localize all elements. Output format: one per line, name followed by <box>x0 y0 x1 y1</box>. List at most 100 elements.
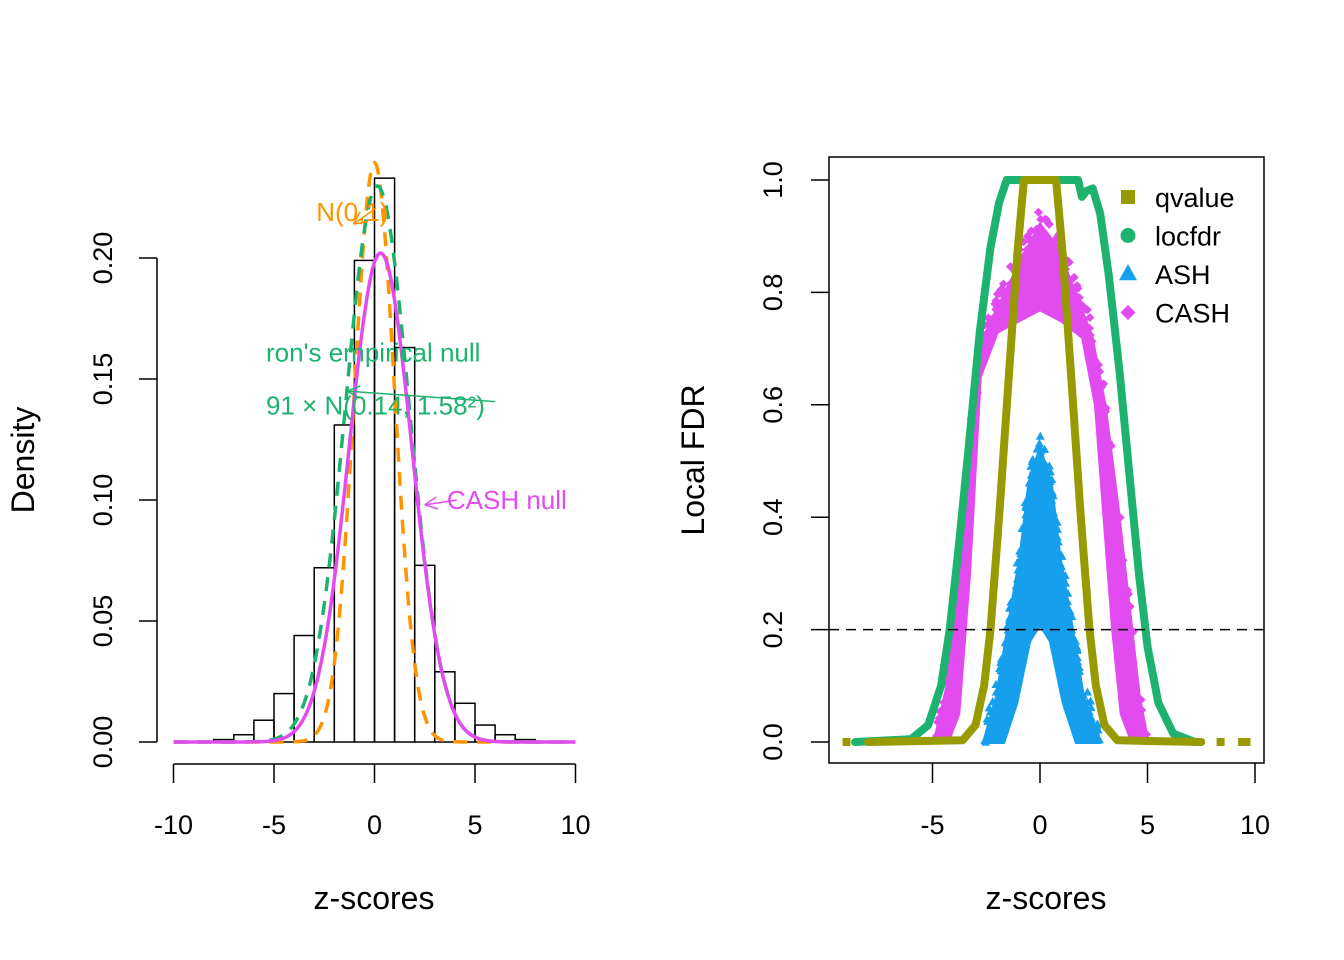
x-axis: -10 -5 0 5 10 <box>154 763 591 840</box>
data-point <box>982 328 992 338</box>
annotations: N(0,1) ron's empirical null 91 × N(0.14, 1… <box>266 197 567 515</box>
density-curves <box>173 160 576 744</box>
data-point <box>1044 461 1054 470</box>
data-point <box>1137 720 1147 730</box>
data-point <box>1017 523 1027 532</box>
data-point <box>995 310 1005 320</box>
fdr-curve <box>851 176 1199 746</box>
data-point <box>997 672 1007 681</box>
data-point <box>991 296 1001 306</box>
data-point <box>985 707 995 716</box>
data-point <box>1004 603 1014 612</box>
data-point <box>1082 305 1092 315</box>
data-point <box>1011 587 1021 597</box>
data-point <box>987 716 997 725</box>
annotation-label: 91 × N(0.14, 1.58²) <box>266 391 485 421</box>
x-axis: -5 0 5 10 <box>920 763 1270 840</box>
data-point <box>1077 693 1087 702</box>
data-point <box>1068 632 1078 642</box>
y-tick-label: 0.15 <box>88 353 118 406</box>
annotation-arrow <box>347 390 496 403</box>
data-point <box>1011 581 1021 590</box>
data-point <box>1052 517 1062 526</box>
data-point <box>983 313 993 323</box>
data-point <box>1031 224 1041 234</box>
data-point <box>935 706 945 716</box>
data-point <box>991 679 1001 688</box>
data-point <box>1053 537 1063 546</box>
data-point <box>1035 431 1045 440</box>
data-point <box>998 279 1008 289</box>
data-point <box>1123 589 1133 599</box>
legend-label: qvalue <box>1155 183 1235 213</box>
data-point <box>1115 513 1125 523</box>
density-curve-cash <box>173 251 576 744</box>
x-axis-title: z-scores <box>986 880 1107 916</box>
y-tick-label: 0.6 <box>758 386 788 424</box>
data-point <box>1075 666 1085 675</box>
data-point <box>1065 622 1075 631</box>
y-tick-label: 0.10 <box>88 474 118 527</box>
data-point <box>1092 368 1102 378</box>
data-point <box>1086 702 1096 711</box>
arrow-head <box>424 504 439 510</box>
data-point <box>980 735 990 744</box>
data-point <box>991 687 1001 696</box>
arrow-head <box>347 385 361 392</box>
x-axis-title: z-scores <box>314 880 435 916</box>
x-tick-label: 10 <box>560 810 590 840</box>
legend-item-qvalue: qvalue <box>1121 183 1235 213</box>
y-tick-label: 0.8 <box>758 274 788 312</box>
triangle-marker-icon <box>1119 264 1137 281</box>
data-point <box>1137 705 1147 715</box>
square-marker-icon <box>1121 190 1135 204</box>
data-point <box>1022 495 1032 504</box>
data-point <box>1142 729 1152 739</box>
legend: qvalue locfdr ASH CASH <box>1119 183 1235 329</box>
data-point <box>1036 446 1046 455</box>
data-point <box>1053 524 1063 533</box>
data-point <box>1005 612 1015 621</box>
data-point <box>1055 558 1065 567</box>
y-tick-label: 0.2 <box>758 611 788 649</box>
data-point <box>1061 578 1071 587</box>
y-tick-label: 0.0 <box>758 723 788 761</box>
data-point <box>1087 336 1097 346</box>
data-point <box>1106 441 1116 451</box>
data-point <box>1072 281 1082 291</box>
data-point <box>1015 554 1025 563</box>
x-tick-label: 0 <box>367 810 382 840</box>
data-point <box>1043 481 1053 491</box>
data-point <box>991 304 1001 314</box>
data-point <box>1125 601 1135 611</box>
data-point <box>1021 510 1031 519</box>
data-point <box>1012 558 1022 567</box>
histogram-bar <box>393 346 416 743</box>
curve-series-qvalue <box>842 176 1251 746</box>
data-point <box>1042 215 1052 225</box>
data-point <box>1036 214 1046 224</box>
data-point <box>1085 330 1095 340</box>
data-point <box>1071 655 1081 664</box>
data-point <box>1000 638 1010 647</box>
plot-area <box>829 176 1264 746</box>
data-point <box>1067 612 1077 621</box>
x-tick-label: 0 <box>1032 810 1047 840</box>
data-point <box>1084 707 1094 716</box>
data-point <box>1014 570 1024 579</box>
data-point <box>1242 738 1251 746</box>
data-point <box>1026 461 1036 470</box>
arrow-head <box>424 496 437 506</box>
data-point <box>1063 588 1073 597</box>
y-axis-title: Density <box>5 407 41 514</box>
y-tick-label: 1.0 <box>758 161 788 199</box>
annotation-arrow <box>424 499 457 506</box>
y-tick-label: 0.4 <box>758 498 788 536</box>
x-tick-label: 5 <box>467 810 482 840</box>
data-point <box>1065 606 1075 615</box>
data-point <box>1094 360 1104 370</box>
annotation-arrow <box>352 207 377 225</box>
data-point <box>1118 555 1128 565</box>
data-point <box>987 322 997 332</box>
